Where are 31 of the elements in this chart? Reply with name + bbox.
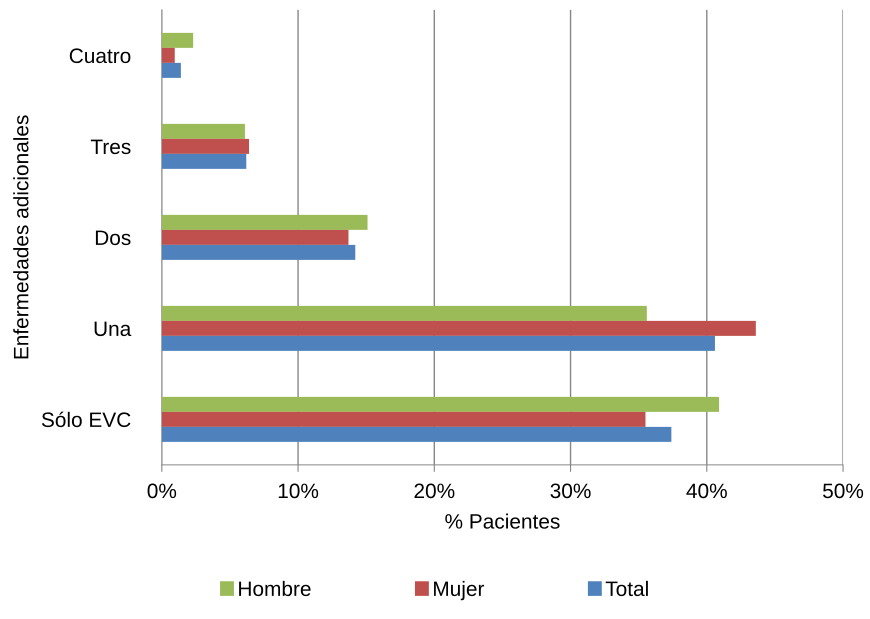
bar: [162, 214, 368, 230]
bar: [162, 124, 245, 139]
bar: [162, 32, 194, 48]
bar: [162, 244, 356, 260]
bar: [162, 62, 181, 78]
y-tick-label: Una: [94, 322, 132, 336]
legend-label: Mujer: [434, 580, 484, 600]
y-tick-label: Sólo EVC: [42, 412, 130, 428]
bar: [162, 396, 720, 412]
x-tick-label: 10%: [278, 483, 318, 498]
bar: [162, 320, 756, 336]
x-tick-label: 0%: [148, 483, 176, 498]
bar: [162, 138, 250, 154]
bar: [162, 426, 672, 442]
legend-label: Total: [606, 580, 648, 596]
y-tick-label: Tres: [90, 140, 131, 154]
y-tick-label: Dos: [96, 230, 131, 246]
x-axis-title: % Pacientes: [445, 513, 560, 529]
x-tick-label: 30%: [550, 483, 591, 498]
bar: [162, 306, 647, 321]
bar: [162, 412, 646, 427]
y-axis-title: Enfermedades adicionales: [13, 115, 28, 358]
x-tick-label: 20%: [414, 483, 454, 498]
legend-label: Hombre: [239, 580, 311, 596]
y-tick-label: Cuatro: [70, 48, 130, 64]
bar: [162, 230, 348, 245]
bar: [162, 48, 175, 63]
bar: [162, 154, 246, 169]
x-tick-label: 40%: [686, 483, 727, 498]
bar: [162, 336, 715, 351]
x-tick-label: 50%: [823, 483, 864, 498]
